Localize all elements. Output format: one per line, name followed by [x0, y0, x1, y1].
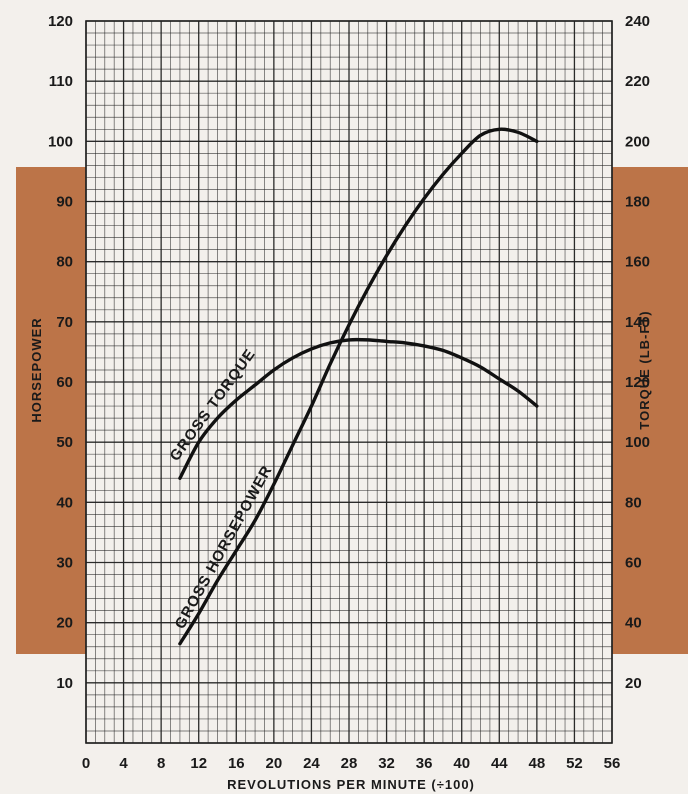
- left-y-axis-title: HORSEPOWER: [29, 317, 44, 422]
- x-tick-label: 32: [378, 755, 395, 772]
- left-y-tick-label: 110: [49, 73, 73, 90]
- x-tick-label: 0: [82, 755, 90, 772]
- right-y-tick-label: 120: [625, 374, 650, 391]
- x-tick-label: 12: [190, 755, 207, 772]
- left-y-tick-label: 20: [56, 615, 73, 632]
- left-y-tick-label: 70: [56, 314, 73, 331]
- x-tick-label: 28: [341, 755, 358, 772]
- right-y-tick-label: 140: [625, 314, 650, 331]
- left-y-tick-label: 40: [56, 494, 73, 511]
- x-tick-label: 40: [453, 755, 470, 772]
- x-tick-label: 4: [119, 755, 128, 772]
- right-y-tick-label: 20: [625, 675, 642, 692]
- right-y-tick-label: 60: [625, 555, 642, 572]
- x-tick-label: 44: [491, 755, 508, 772]
- plot-frame: [85, 20, 613, 744]
- gross-horsepower-line: [178, 127, 539, 646]
- x-tick-label: 24: [303, 755, 320, 772]
- x-tick-label: 56: [604, 755, 621, 772]
- right-y-tick-label: 100: [625, 434, 650, 451]
- left-y-tick-label: 60: [56, 374, 73, 391]
- x-tick-label: 52: [566, 755, 583, 772]
- x-tick-label: 16: [228, 755, 245, 772]
- x-axis-title: REVOLUTIONS PER MINUTE (÷100): [227, 777, 475, 792]
- left-y-tick-label: 80: [56, 254, 73, 271]
- left-y-tick-label: 10: [56, 675, 73, 692]
- left-y-tick-label: 120: [48, 13, 73, 30]
- right-y-tick-label: 180: [625, 194, 650, 211]
- gross-torque-line: [178, 337, 539, 480]
- left-y-tick-label: 50: [56, 434, 73, 451]
- x-tick-label: 48: [529, 755, 546, 772]
- right-y-axis-title: TORQUE (LB-FT): [637, 310, 652, 429]
- right-y-tick-label: 240: [625, 13, 650, 30]
- x-tick-label: 36: [416, 755, 433, 772]
- x-tick-label: 20: [266, 755, 283, 772]
- left-y-tick-label: 90: [56, 194, 73, 211]
- left-y-tick-label: 100: [48, 133, 73, 150]
- right-y-tick-label: 160: [625, 254, 650, 271]
- x-tick-label: 8: [157, 755, 165, 772]
- left-y-tick-label: 30: [56, 555, 73, 572]
- right-y-tick-label: 40: [625, 615, 642, 632]
- right-y-tick-label: 80: [625, 494, 642, 511]
- right-y-tick-label: 220: [625, 73, 650, 90]
- right-y-tick-label: 200: [625, 133, 650, 150]
